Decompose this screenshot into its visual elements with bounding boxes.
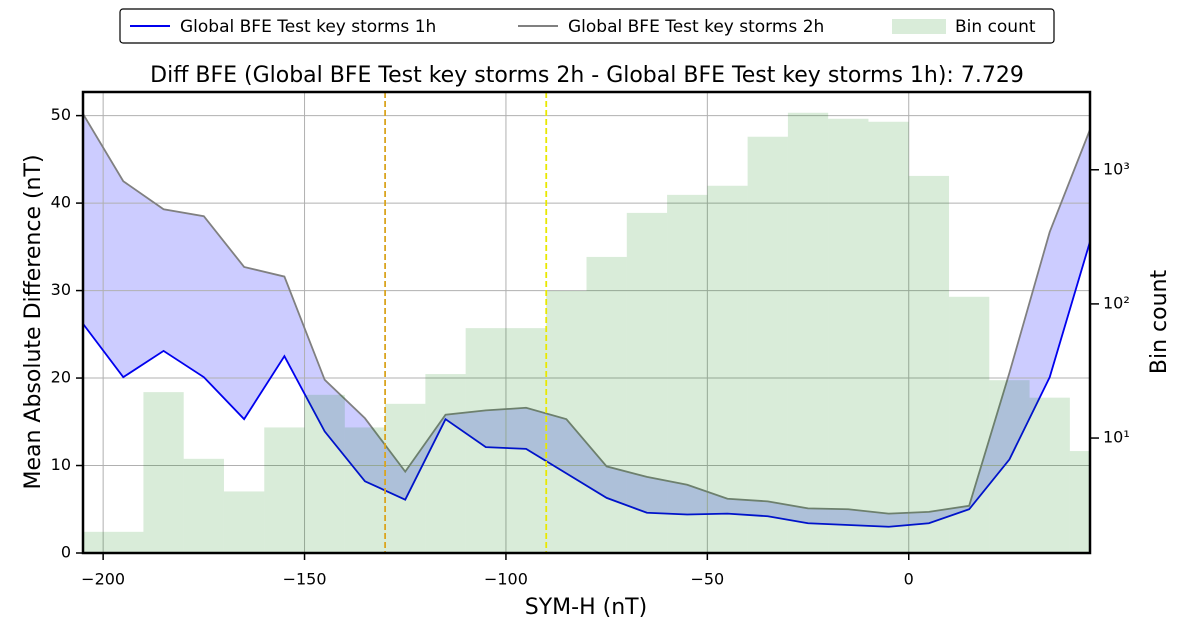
legend-label: Global BFE Test key storms 1h: [180, 17, 436, 37]
histogram-bar: [264, 427, 305, 553]
histogram-bar: [828, 118, 869, 553]
y-tick-label: 20: [51, 368, 71, 387]
legend-label: Global BFE Test key storms 2h: [568, 17, 824, 37]
histogram-bar: [667, 194, 708, 553]
legend-patch: [892, 19, 946, 34]
histogram-bar: [908, 175, 950, 553]
histogram-bar: [183, 458, 224, 553]
histogram-bar: [143, 392, 184, 553]
chart-title: Diff BFE (Global BFE Test key storms 2h …: [150, 63, 1024, 88]
x-tick-label: −200: [81, 570, 125, 589]
x-tick-label: −100: [484, 570, 528, 589]
histogram-bar: [385, 403, 426, 553]
y2-axis-label: Bin count: [1147, 270, 1172, 375]
series-line: [83, 113, 1090, 515]
x-tick-label: 0: [904, 570, 914, 589]
y2-tick-label: 10¹: [1103, 428, 1130, 447]
series-line: [83, 241, 1090, 528]
histogram-bar: [586, 256, 627, 553]
histogram-bar: [626, 212, 668, 553]
plot-frame: [81, 90, 1092, 555]
y2-tick-label: 10²: [1103, 293, 1130, 312]
histogram-bar: [1029, 397, 1070, 553]
y-tick-label: 10: [51, 455, 71, 474]
histogram-bar: [425, 374, 466, 553]
histogram-bar: [83, 531, 144, 553]
y-tick-label: 50: [51, 105, 71, 124]
histogram-bar: [747, 136, 788, 553]
x-tick-label: −50: [690, 570, 724, 589]
y-axis-label: Mean Absolute Difference (nT): [21, 154, 46, 489]
y-tick-label: 30: [51, 280, 71, 299]
histogram-bar: [868, 121, 909, 553]
histogram-bar: [546, 290, 587, 553]
histogram-bar: [304, 394, 345, 553]
histogram-bar: [949, 296, 990, 553]
x-tick-label: −150: [283, 570, 327, 589]
histogram-bar: [344, 427, 386, 553]
legend-label: Bin count: [955, 17, 1036, 37]
legend-box: [119, 8, 1055, 44]
histogram-bar: [707, 185, 748, 553]
histogram-bar: [223, 491, 265, 553]
histogram-bar: [1069, 451, 1090, 553]
histogram-bar: [787, 112, 829, 553]
y-tick-label: 40: [51, 193, 71, 212]
y-tick-label: 0: [61, 543, 71, 562]
histogram-bar: [465, 328, 506, 553]
histogram-bar: [505, 328, 547, 553]
difference-fill: [83, 113, 1090, 527]
y2-tick-label: 10³: [1103, 159, 1130, 178]
x-axis-label: SYM-H (nT): [525, 595, 647, 620]
histogram-bar: [989, 380, 1030, 553]
